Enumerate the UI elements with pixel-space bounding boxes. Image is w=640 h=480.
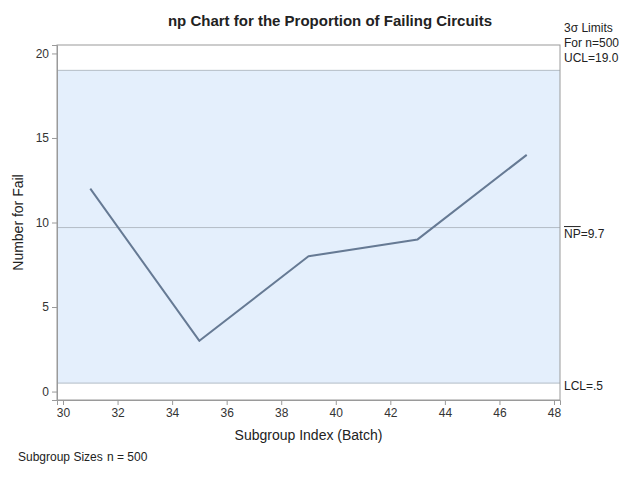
x-tick-mark bbox=[554, 400, 555, 405]
y-tick: 20 bbox=[36, 47, 57, 61]
x-tick-label: 30 bbox=[57, 406, 71, 420]
y-tick-label: 5 bbox=[42, 300, 49, 314]
x-tick-mark bbox=[172, 400, 173, 405]
limits-title: 3σ Limits bbox=[564, 21, 613, 35]
x-tick-mark bbox=[499, 400, 500, 405]
y-tick-label: 10 bbox=[36, 216, 50, 230]
y-tick-mark bbox=[52, 223, 57, 224]
x-tick-mark bbox=[336, 400, 337, 405]
x-tick: 40 bbox=[330, 400, 344, 420]
control-line bbox=[57, 383, 560, 384]
y-tick: 5 bbox=[42, 300, 57, 314]
control-line bbox=[57, 70, 560, 71]
y-tick-label: 20 bbox=[36, 47, 50, 61]
y-tick-mark bbox=[52, 138, 57, 139]
subgroup-sizes-text: n = 500 bbox=[107, 450, 148, 464]
ucl-label: UCL=19.0 bbox=[564, 51, 619, 65]
lcl-label: LCL=.5 bbox=[564, 379, 603, 393]
x-tick-mark bbox=[390, 400, 391, 405]
x-tick-label: 36 bbox=[220, 406, 234, 420]
x-tick: 36 bbox=[220, 400, 234, 420]
x-tick-label: 44 bbox=[439, 406, 453, 420]
y-axis: 0 5 10 15 20 bbox=[36, 46, 58, 401]
y-tick-mark bbox=[52, 307, 57, 308]
x-tick-mark bbox=[445, 400, 446, 405]
x-tick: 44 bbox=[439, 400, 453, 420]
x-tick: 34 bbox=[166, 400, 180, 420]
x-tick-label: 48 bbox=[548, 406, 562, 420]
x-tick-label: 46 bbox=[493, 406, 507, 420]
control-line bbox=[57, 227, 560, 228]
plot-frame bbox=[57, 45, 560, 400]
y-tick-label: 15 bbox=[36, 131, 50, 145]
x-tick: 30 bbox=[57, 400, 71, 420]
x-tick-label: 40 bbox=[330, 406, 344, 420]
x-tick-label: 34 bbox=[166, 406, 180, 420]
control-band bbox=[57, 70, 560, 383]
x-tick: 48 bbox=[548, 400, 562, 420]
x-tick-label: 38 bbox=[275, 406, 289, 420]
x-tick: 38 bbox=[275, 400, 289, 420]
axis-line bbox=[52, 46, 58, 401]
background bbox=[0, 0, 640, 480]
limits-title: For n=500 bbox=[564, 36, 619, 50]
y-tick-mark bbox=[52, 53, 57, 54]
x-tick-mark bbox=[227, 400, 228, 405]
y-tick: 10 bbox=[36, 216, 57, 230]
x-tick-mark bbox=[281, 400, 282, 405]
y-tick-label: 0 bbox=[42, 385, 49, 399]
overline bbox=[564, 226, 581, 227]
y-tick: 15 bbox=[36, 131, 57, 145]
y-axis-title: Number for Fail bbox=[10, 174, 26, 270]
x-tick-mark bbox=[118, 400, 119, 405]
x-tick: 32 bbox=[111, 400, 125, 420]
control-band-group bbox=[57, 70, 560, 383]
data-group bbox=[90, 155, 526, 341]
x-axis-title: Subgroup Index (Batch) bbox=[235, 427, 383, 443]
data-line bbox=[90, 155, 526, 341]
center-line-label: NP=9.7 bbox=[564, 227, 605, 241]
x-tick-label: 42 bbox=[384, 406, 398, 420]
x-tick-label: 32 bbox=[111, 406, 125, 420]
x-tick: 42 bbox=[384, 400, 398, 420]
chart-title: np Chart for the Proportion of Failing C… bbox=[168, 12, 492, 29]
y-tick: 0 bbox=[42, 385, 57, 399]
subgroup-sizes-title: Subgroup Sizes bbox=[18, 450, 103, 464]
x-axis: 30 32 34 36 38 40 42 44 46 48 bbox=[57, 400, 562, 420]
y-tick-mark bbox=[52, 392, 57, 393]
x-tick: 46 bbox=[493, 400, 507, 420]
x-tick-mark bbox=[63, 400, 64, 405]
axis-line bbox=[58, 401, 561, 406]
